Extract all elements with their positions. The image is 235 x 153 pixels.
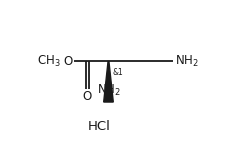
Text: CH$_3$: CH$_3$	[37, 54, 60, 69]
Text: O: O	[83, 90, 92, 103]
Polygon shape	[104, 62, 113, 102]
Text: HCl: HCl	[88, 120, 111, 132]
Text: O: O	[63, 55, 73, 68]
Text: NH$_2$: NH$_2$	[97, 83, 120, 98]
Text: NH$_2$: NH$_2$	[175, 54, 198, 69]
Text: &1: &1	[112, 68, 123, 77]
